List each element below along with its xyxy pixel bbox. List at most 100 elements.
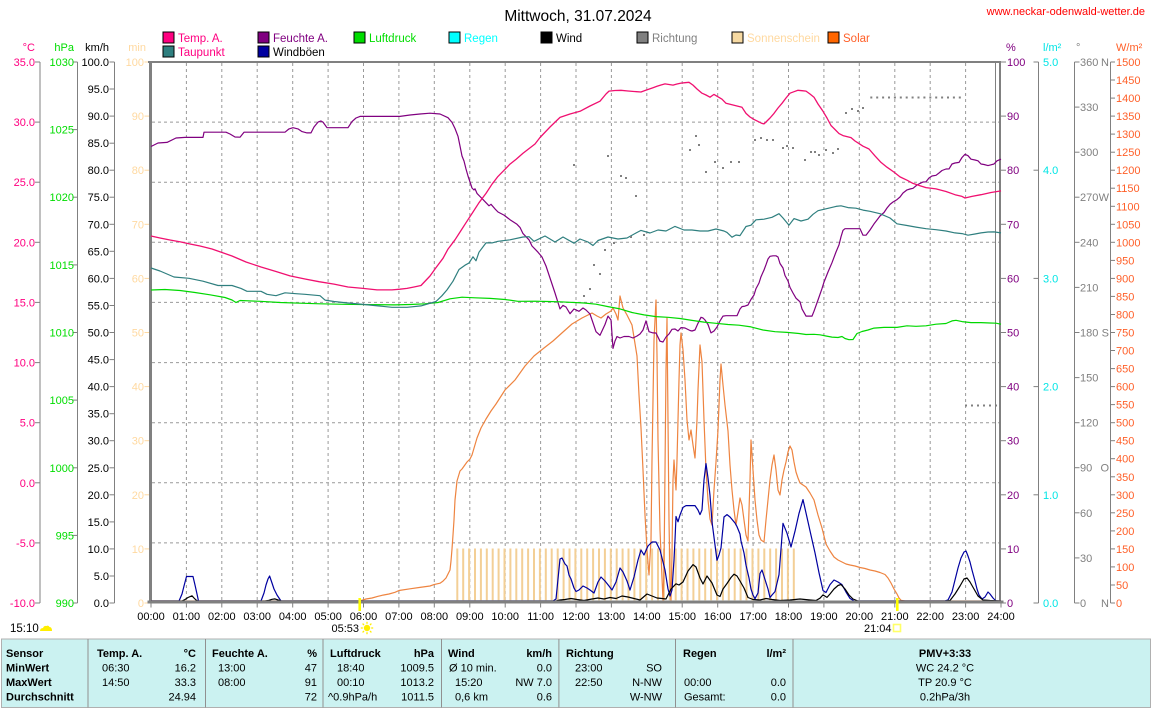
- svg-text:MaxWert: MaxWert: [6, 677, 52, 689]
- svg-text:1000: 1000: [50, 463, 74, 475]
- svg-text:10: 10: [132, 544, 144, 556]
- svg-text:Wind: Wind: [448, 648, 475, 660]
- svg-text:90.0: 90.0: [88, 111, 109, 123]
- svg-text:40: 40: [1007, 382, 1019, 394]
- svg-text:12:00: 12:00: [562, 611, 590, 623]
- svg-text:2.0: 2.0: [1043, 382, 1058, 394]
- svg-text:1010: 1010: [50, 328, 74, 340]
- svg-text:47: 47: [305, 663, 317, 675]
- svg-text:0.0: 0.0: [94, 598, 109, 610]
- svg-text:120: 120: [1080, 418, 1098, 430]
- svg-text:90: 90: [1080, 463, 1092, 475]
- svg-text:22:00: 22:00: [916, 611, 944, 623]
- svg-text:850: 850: [1116, 291, 1134, 303]
- svg-text:Temp. A.: Temp. A.: [97, 648, 142, 660]
- svg-text:14:50: 14:50: [102, 677, 130, 689]
- svg-text:1000: 1000: [1116, 237, 1140, 249]
- svg-text:5.0: 5.0: [20, 418, 35, 430]
- svg-text:45.0: 45.0: [88, 355, 109, 367]
- svg-text:300: 300: [1116, 490, 1134, 502]
- svg-text:03:00: 03:00: [243, 611, 271, 623]
- svg-text:°C: °C: [184, 648, 196, 660]
- svg-text:1050: 1050: [1116, 219, 1140, 231]
- svg-text:25.0: 25.0: [88, 463, 109, 475]
- svg-text:O: O: [1100, 463, 1109, 475]
- svg-text:35.0: 35.0: [88, 409, 109, 421]
- svg-text:65.0: 65.0: [88, 246, 109, 258]
- svg-text:%: %: [307, 648, 317, 660]
- svg-text:995: 995: [56, 530, 74, 542]
- svg-text:S: S: [1102, 328, 1109, 340]
- svg-text:17:00: 17:00: [739, 611, 767, 623]
- svg-text:3.0: 3.0: [1043, 273, 1058, 285]
- svg-text:Richtung: Richtung: [652, 33, 697, 45]
- svg-text:06:00: 06:00: [350, 611, 378, 623]
- svg-text:1011.5: 1011.5: [401, 692, 434, 704]
- svg-text:95.0: 95.0: [88, 84, 109, 96]
- svg-text:1030: 1030: [50, 57, 74, 69]
- svg-text:21:00: 21:00: [881, 611, 909, 623]
- svg-text:950: 950: [1116, 255, 1134, 267]
- svg-text:180: 180: [1080, 328, 1098, 340]
- svg-text:150: 150: [1116, 544, 1134, 556]
- svg-text:0.6: 0.6: [537, 692, 552, 704]
- svg-text:W-NW: W-NW: [630, 692, 663, 704]
- svg-text:360: 360: [1080, 57, 1098, 69]
- svg-text:15:20: 15:20: [455, 677, 483, 689]
- svg-text:Feuchte A.: Feuchte A.: [212, 648, 268, 660]
- svg-text:1009.5: 1009.5: [400, 663, 434, 675]
- svg-text:Luftdruck: Luftdruck: [330, 648, 382, 660]
- svg-text:°C: °C: [23, 42, 35, 54]
- svg-text:500: 500: [1116, 418, 1134, 430]
- svg-text:10.0: 10.0: [88, 544, 109, 556]
- svg-text:-5.0: -5.0: [16, 538, 35, 550]
- svg-text:1400: 1400: [1116, 93, 1140, 105]
- svg-text:60: 60: [1007, 273, 1019, 285]
- svg-text:700: 700: [1116, 346, 1134, 358]
- svg-text:W: W: [1099, 192, 1110, 204]
- svg-text:hPa: hPa: [54, 42, 74, 54]
- svg-text:550: 550: [1116, 400, 1134, 412]
- svg-text:22:50: 22:50: [575, 677, 603, 689]
- svg-text:0: 0: [1080, 598, 1086, 610]
- svg-text:16.2: 16.2: [175, 663, 196, 675]
- svg-text:50: 50: [132, 328, 144, 340]
- svg-text:1450: 1450: [1116, 75, 1140, 87]
- svg-text:23:00: 23:00: [575, 663, 603, 675]
- svg-text:80.0: 80.0: [88, 165, 109, 177]
- svg-text:Regen: Regen: [683, 648, 717, 660]
- svg-text:21:04: 21:04: [864, 623, 892, 635]
- svg-text:15:00: 15:00: [668, 611, 696, 623]
- svg-text:SO: SO: [646, 663, 662, 675]
- svg-text:30.0: 30.0: [14, 117, 35, 129]
- svg-text:20: 20: [1007, 490, 1019, 502]
- svg-text:0.2hPa/3h: 0.2hPa/3h: [920, 692, 970, 704]
- svg-text:0: 0: [1116, 598, 1122, 610]
- svg-text:Wind: Wind: [556, 33, 582, 45]
- svg-text:Sonnenschein: Sonnenschein: [747, 33, 820, 45]
- svg-text:08:00: 08:00: [218, 677, 246, 689]
- svg-text:18:40: 18:40: [337, 663, 365, 675]
- svg-text:Regen: Regen: [464, 33, 498, 45]
- svg-text:05:00: 05:00: [314, 611, 342, 623]
- svg-text:0: 0: [138, 598, 144, 610]
- svg-text:0.0: 0.0: [1043, 598, 1058, 610]
- svg-text:14:00: 14:00: [633, 611, 661, 623]
- svg-text:1250: 1250: [1116, 147, 1140, 159]
- svg-text:Gesamt:: Gesamt:: [684, 692, 726, 704]
- svg-text:30: 30: [132, 436, 144, 448]
- svg-text:min: min: [128, 42, 146, 54]
- svg-text:Mittwoch, 31.07.2024: Mittwoch, 31.07.2024: [504, 8, 652, 25]
- svg-text:1013.2: 1013.2: [400, 677, 434, 689]
- svg-text:30: 30: [1080, 553, 1092, 565]
- svg-text:350: 350: [1116, 472, 1134, 484]
- svg-text:90: 90: [1007, 111, 1019, 123]
- svg-text:50: 50: [1007, 328, 1019, 340]
- svg-text:07:00: 07:00: [385, 611, 413, 623]
- svg-text:70: 70: [132, 219, 144, 231]
- svg-text:24.94: 24.94: [168, 692, 196, 704]
- svg-text:Richtung: Richtung: [566, 648, 614, 660]
- svg-text:0.0: 0.0: [20, 478, 35, 490]
- svg-text:100: 100: [1007, 57, 1025, 69]
- svg-text:600: 600: [1116, 382, 1134, 394]
